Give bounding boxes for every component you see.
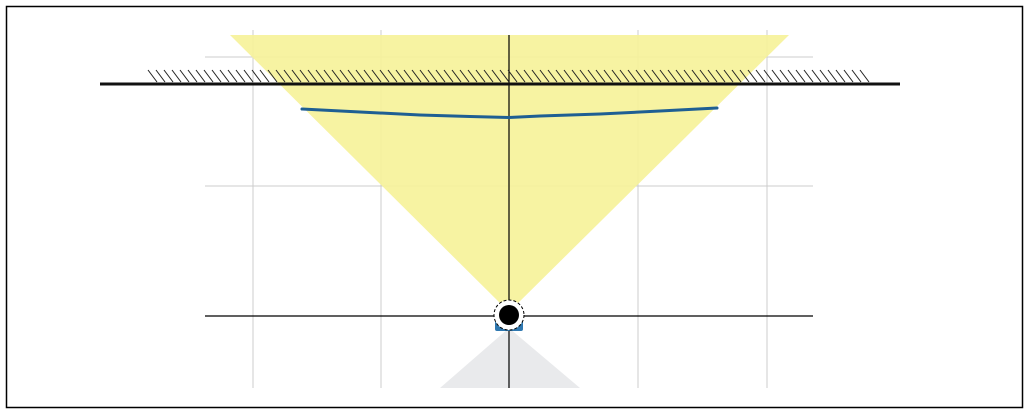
wall-hatch-mark: [427, 69, 438, 83]
scan-line: [300, 106, 719, 119]
wall-hatch-mark: [683, 69, 694, 83]
wall-hatch-mark: [419, 69, 430, 83]
wall-hatch-mark: [315, 69, 326, 83]
wall-hatch-mark: [235, 69, 246, 83]
wall-hatch-mark: [155, 69, 166, 83]
wall-hatch-mark: [619, 69, 630, 83]
wall-hatch-mark: [587, 69, 598, 83]
wall-hatch-mark: [411, 69, 422, 83]
wall-hatch-mark: [803, 69, 814, 83]
wall-hatch-mark: [595, 69, 606, 83]
wall-hatch-mark: [355, 69, 366, 83]
wall-hatch-mark: [259, 69, 270, 83]
wall-hatch-mark: [195, 69, 206, 83]
wall-hatch-mark: [547, 69, 558, 83]
wall-hatch-mark: [611, 69, 622, 83]
wall-hatch-mark: [219, 69, 230, 83]
wall-hatch-mark: [451, 69, 462, 83]
wall-hatch-mark: [667, 69, 678, 83]
wall-hatch-mark: [675, 69, 686, 83]
wall-hatch-mark: [827, 69, 838, 83]
wall-hatch-mark: [747, 69, 758, 83]
wall-hatch-mark: [323, 69, 334, 83]
wall-hatch-mark: [763, 69, 774, 83]
wall-hatch-mark: [835, 69, 846, 83]
wall-hatch-mark: [299, 69, 310, 83]
wall-hatch-mark: [731, 69, 742, 83]
wall-hatch-mark: [627, 69, 638, 83]
wall-hatch-mark: [571, 69, 582, 83]
wall-hatch-mark: [819, 69, 830, 83]
wall-hatch-mark: [387, 69, 398, 83]
wall-hatch-mark: [699, 69, 710, 83]
wall-hatch-mark: [395, 69, 406, 83]
wall-hatch-mark: [275, 69, 286, 83]
wall-hatch-mark: [811, 69, 822, 83]
wall-hatch-mark: [443, 69, 454, 83]
wall-hatch-mark: [203, 69, 214, 83]
wall-hatch-mark: [707, 69, 718, 83]
wall-hatch-mark: [843, 69, 854, 83]
wall-hatch-mark: [171, 69, 182, 83]
wall-hatch-mark: [347, 69, 358, 83]
wall-hatch-mark: [779, 69, 790, 83]
wall-hatch-mark: [467, 69, 478, 83]
wall-hatch-mark: [563, 69, 574, 83]
wall-hatch-mark: [475, 69, 486, 83]
wall-hatch-mark: [579, 69, 590, 83]
wall-hatch-mark: [483, 69, 494, 83]
wall-hatch-mark: [507, 69, 518, 83]
wall-hatch-mark: [771, 69, 782, 83]
wall-hatch-mark: [739, 69, 750, 83]
wall-hatch-mark: [331, 69, 342, 83]
wall-hatch-mark: [179, 69, 190, 83]
wall-hatch-mark: [531, 69, 542, 83]
wall-hatch-mark: [499, 69, 510, 83]
wall-hatch-mark: [251, 69, 262, 83]
wall-hatch-mark: [147, 69, 158, 83]
wall-hatch-mark: [379, 69, 390, 83]
wall-hatch-mark: [643, 69, 654, 83]
wall-hatch-mark: [307, 69, 318, 83]
wall-hatch-mark: [403, 69, 414, 83]
wall-hatch-mark: [603, 69, 614, 83]
wall-hatch-mark: [211, 69, 222, 83]
wall-hatch-mark: [539, 69, 550, 83]
wall-hatch-mark: [491, 69, 502, 83]
wall-hatch-mark: [363, 69, 374, 83]
wall-hatch-mark: [291, 69, 302, 83]
wall-hatch-mark: [787, 69, 798, 83]
wall-hatch-mark: [267, 69, 278, 83]
wall-hatch-mark: [163, 69, 174, 83]
wall-hatch-mark: [635, 69, 646, 83]
wall-hatch-mark: [859, 69, 870, 83]
sensor-body: [499, 305, 519, 325]
circle-dot-icon: [493, 299, 525, 331]
wall-hatch-mark: [691, 69, 702, 83]
wall-hatch-mark: [755, 69, 766, 83]
wall-hatch: [147, 69, 870, 83]
wall-hatch-mark: [523, 69, 534, 83]
wall-hatch-mark: [243, 69, 254, 83]
wall-hatch-mark: [283, 69, 294, 83]
wall-hatch-mark: [371, 69, 382, 83]
wall-hatch-mark: [187, 69, 198, 83]
wall-hatch-mark: [515, 69, 526, 83]
wall-hatch-mark: [715, 69, 726, 83]
wall-hatch-mark: [435, 69, 446, 83]
wall-hatch-mark: [795, 69, 806, 83]
view-frame: [5, 5, 1024, 409]
wall-hatch-mark: [227, 69, 238, 83]
wall-hatch-mark: [555, 69, 566, 83]
wall-hatch-mark: [723, 69, 734, 83]
rear-cone: [440, 328, 580, 388]
wall-hatch-mark: [659, 69, 670, 83]
wall-hatch-mark: [459, 69, 470, 83]
wall-hatch-mark: [851, 69, 862, 83]
wall-hatch-mark: [651, 69, 662, 83]
wall-hatch-mark: [339, 69, 350, 83]
